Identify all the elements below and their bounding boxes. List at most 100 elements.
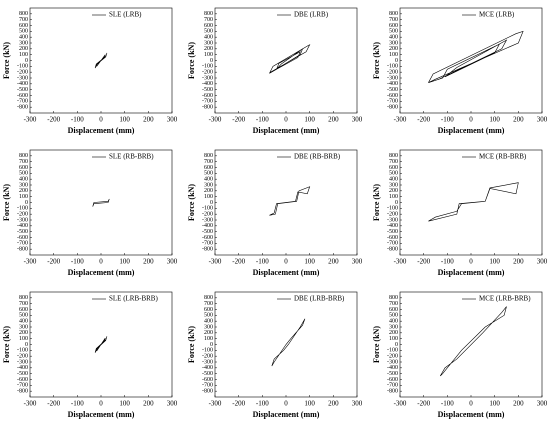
x-tick-label: -200: [232, 400, 245, 408]
y-tick-label: -700: [17, 241, 28, 247]
y-tick-label: 0: [25, 342, 28, 348]
x-tick-label: 100: [119, 116, 130, 124]
x-tick-label: 0: [469, 258, 473, 266]
y-tick-label: 600: [19, 165, 28, 171]
x-tick-label: 100: [119, 400, 130, 408]
y-tick-label: -100: [387, 64, 398, 70]
hysteresis-line: [439, 306, 507, 377]
x-tick-label: 100: [489, 116, 500, 124]
x-tick-label: 200: [513, 258, 524, 266]
y-tick-label: 500: [19, 29, 28, 35]
y-tick-label: 200: [389, 330, 398, 336]
legend-label: DBE (RB-BRB): [294, 153, 341, 161]
y-axis-label: Force (kN): [2, 184, 11, 221]
y-tick-label: 100: [389, 336, 398, 342]
y-tick-label: 300: [19, 40, 28, 46]
y-tick-label: 800: [19, 11, 28, 17]
y-tick-label: -300: [202, 75, 213, 81]
hysteresis-line: [94, 336, 108, 353]
y-tick-label: 700: [204, 159, 213, 165]
y-axis-label: Force (kN): [187, 326, 196, 363]
y-tick-label: 800: [389, 153, 398, 159]
x-tick-label: 100: [304, 258, 315, 266]
x-tick-label: -300: [24, 400, 37, 408]
x-tick-label: -100: [71, 400, 84, 408]
y-tick-label: -400: [387, 365, 398, 371]
y-tick-label: -800: [17, 105, 28, 111]
x-tick-label: -200: [47, 258, 60, 266]
y-tick-label: 500: [389, 313, 398, 319]
y-tick-label: -100: [202, 206, 213, 212]
y-tick-label: 400: [19, 319, 28, 325]
x-tick-label: -200: [47, 116, 60, 124]
y-tick-label: 200: [389, 46, 398, 52]
x-tick-label: 200: [513, 116, 524, 124]
y-tick-label: 800: [204, 295, 213, 301]
y-tick-label: 600: [204, 165, 213, 171]
legend-label: MCE (RB-BRB): [479, 153, 527, 161]
x-tick-label: -100: [256, 116, 269, 124]
y-tick-label: 400: [19, 35, 28, 41]
x-axis-label: Displacement (mm): [253, 268, 320, 277]
hysteresis-line: [94, 52, 108, 69]
y-tick-label: 0: [395, 58, 398, 64]
y-tick-label: 200: [19, 188, 28, 194]
y-tick-label: -500: [17, 229, 28, 235]
x-tick-label: -100: [441, 116, 454, 124]
y-tick-label: 200: [204, 330, 213, 336]
y-tick-label: -700: [202, 241, 213, 247]
x-tick-label: -300: [394, 258, 407, 266]
x-tick-label: -100: [441, 258, 454, 266]
y-tick-label: -800: [202, 105, 213, 111]
x-tick-label: 100: [304, 400, 315, 408]
y-axis-label: Force (kN): [2, 326, 11, 363]
hysteresis-line: [92, 198, 110, 207]
y-tick-label: 500: [389, 29, 398, 35]
x-tick-label: 300: [537, 258, 548, 266]
x-tick-label: -200: [417, 258, 430, 266]
y-tick-label: -500: [202, 371, 213, 377]
y-tick-label: 0: [25, 200, 28, 206]
y-tick-label: -300: [17, 75, 28, 81]
y-tick-label: -100: [387, 348, 398, 354]
y-tick-label: 400: [204, 177, 213, 183]
y-tick-label: -800: [17, 389, 28, 395]
y-tick-label: 300: [204, 182, 213, 188]
y-tick-label: 0: [395, 342, 398, 348]
legend-label: SLE (LRB-BRB): [109, 295, 158, 303]
y-tick-label: 600: [389, 23, 398, 29]
y-tick-label: 300: [389, 40, 398, 46]
y-tick-label: 100: [389, 52, 398, 58]
y-tick-label: 600: [204, 23, 213, 29]
x-tick-label: 0: [284, 116, 288, 124]
x-tick-label: 0: [99, 116, 103, 124]
x-axis-label: Displacement (mm): [438, 126, 505, 135]
y-axis-label: Force (kN): [2, 42, 11, 79]
y-tick-label: -200: [387, 70, 398, 76]
x-tick-label: -300: [209, 258, 222, 266]
y-tick-label: 800: [19, 295, 28, 301]
plot-frame: [399, 7, 543, 114]
x-axis-label: Displacement (mm): [68, 126, 135, 135]
y-tick-label: 100: [19, 52, 28, 58]
y-tick-label: -300: [17, 359, 28, 365]
y-tick-label: -400: [202, 223, 213, 229]
x-tick-label: 0: [99, 400, 103, 408]
y-tick-label: -800: [387, 247, 398, 253]
y-tick-label: 100: [204, 52, 213, 58]
legend-label: DBE (LRB-BRB): [294, 295, 345, 303]
hysteresis-line: [269, 44, 311, 74]
legend-label: MCE (LRB): [479, 11, 515, 19]
y-tick-label: -300: [17, 217, 28, 223]
y-tick-label: -500: [387, 371, 398, 377]
x-tick-label: -200: [232, 116, 245, 124]
hysteresis-line: [428, 182, 519, 222]
y-tick-label: -600: [202, 377, 213, 383]
y-tick-label: -300: [387, 75, 398, 81]
y-tick-label: -700: [387, 99, 398, 105]
x-axis-label: Displacement (mm): [253, 410, 320, 419]
x-axis-label: Displacement (mm): [438, 268, 505, 277]
y-tick-label: 700: [19, 159, 28, 165]
y-tick-label: -500: [202, 229, 213, 235]
x-tick-label: 200: [513, 400, 524, 408]
